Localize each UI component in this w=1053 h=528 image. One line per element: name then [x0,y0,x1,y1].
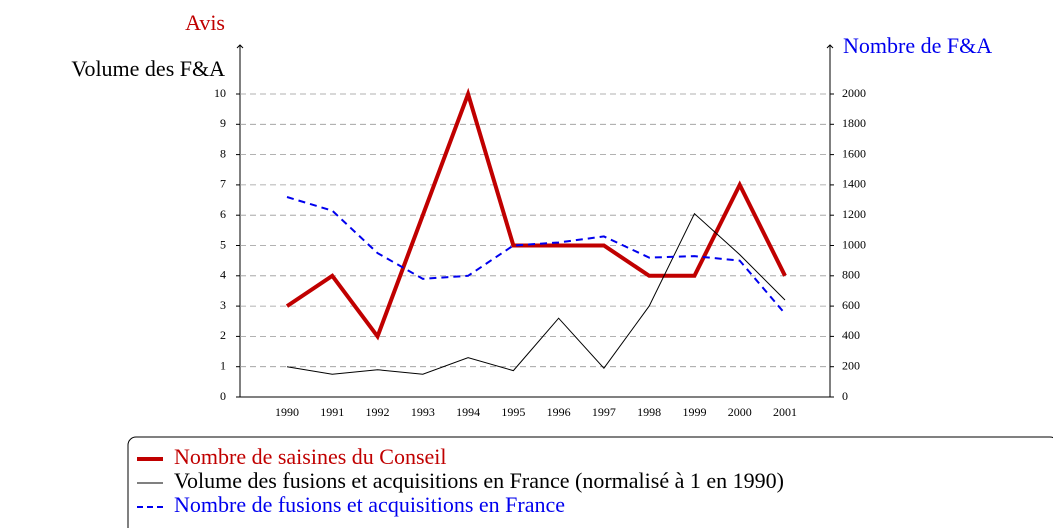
y2-tick-label: 0 [842,389,848,403]
y-tick-label: 7 [220,177,226,191]
x-tick-label: 1998 [637,405,661,419]
x-tick-label: 2001 [773,405,797,419]
y-tick-label: 8 [220,146,226,160]
series-line [285,87,787,341]
y2-tick-label: 2000 [842,86,866,100]
y-tick-label: 10 [214,86,226,100]
y-tick-label: 6 [220,207,226,221]
y2-tick-label: 1400 [842,177,866,191]
y2-axis-title: Nombre de F&A [843,33,992,58]
x-tick-label: 1994 [456,405,480,419]
y-tick-label: 9 [220,116,226,130]
y2-tick-label: 1200 [842,207,866,221]
x-tick-label: 1996 [547,405,571,419]
legend [127,436,1053,528]
x-tick-label: 1993 [411,405,435,419]
x-tick-label: 1999 [682,405,706,419]
y-axis-title-secondary: Volume des F&A [71,56,225,81]
x-tick-label: 1992 [366,405,390,419]
legend-label: Nombre de fusions et acquisitions en Fra… [174,492,565,517]
series-line [286,196,786,315]
y2-tick-label: 400 [842,328,860,342]
y-tick-label: 0 [220,389,226,403]
y-tick-label: 5 [220,237,226,251]
y2-tick-label: 200 [842,358,860,372]
x-tick-label: 2000 [728,405,752,419]
y2-tick-label: 1800 [842,116,866,130]
x-tick-label: 1997 [592,405,616,419]
series-line [286,212,786,375]
y-axis-title: Avis [185,10,225,35]
y-tick-label: 1 [220,358,226,372]
legend-label: Volume des fusions et acquisitions en Fr… [174,468,784,493]
x-tick-label: 1995 [501,405,525,419]
y2-tick-label: 1600 [842,146,866,160]
x-tick-label: 1990 [275,405,299,419]
x-tick-label: 1991 [320,405,344,419]
y-tick-label: 2 [220,328,226,342]
y2-tick-label: 800 [842,268,860,282]
y2-tick-label: 600 [842,298,860,312]
y2-tick-label: 1000 [842,237,866,251]
y-tick-label: 4 [220,268,226,282]
y-tick-label: 3 [220,298,226,312]
legend-label: Nombre de saisines du Conseil [174,444,447,469]
